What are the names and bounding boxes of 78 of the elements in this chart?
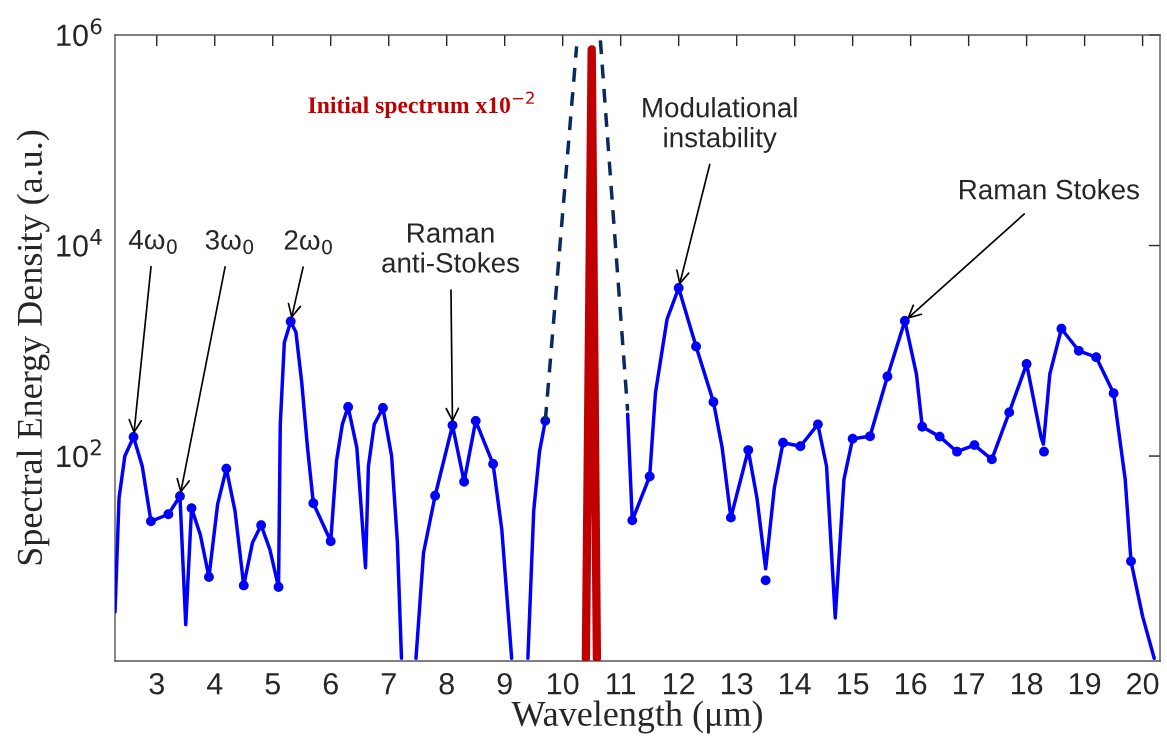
point bbox=[1091, 352, 1102, 363]
point bbox=[256, 520, 267, 531]
point bbox=[325, 536, 336, 547]
point bbox=[847, 433, 858, 444]
point bbox=[163, 509, 174, 520]
y-axis-title: Spectral Energy Density (a.u.) bbox=[16, 130, 50, 565]
x-tick-label: 16 bbox=[895, 672, 927, 695]
point bbox=[1073, 345, 1084, 356]
point bbox=[778, 437, 788, 448]
point bbox=[673, 283, 684, 293]
point bbox=[308, 498, 319, 509]
annotation: 4ω$_{0}$ bbox=[128, 229, 177, 254]
point bbox=[644, 471, 655, 482]
point bbox=[795, 441, 806, 452]
x-axis-title: Wavelength (μm) bbox=[511, 700, 762, 734]
annotation: Raman anti-Stokes bbox=[382, 223, 519, 273]
point bbox=[186, 503, 197, 514]
point bbox=[221, 463, 232, 474]
point bbox=[378, 403, 388, 413]
point bbox=[1004, 407, 1015, 418]
point bbox=[708, 397, 719, 407]
text: Initial spectrum x10$^{−2}$ bbox=[308, 91, 534, 118]
x-tick-label: 8 bbox=[439, 672, 454, 695]
point bbox=[1039, 446, 1049, 457]
point bbox=[459, 476, 470, 487]
x-tick-label: 10 bbox=[548, 672, 579, 695]
point bbox=[1021, 359, 1032, 369]
x-tick-label: 20 bbox=[1127, 672, 1159, 695]
point bbox=[146, 516, 156, 527]
point bbox=[1108, 388, 1119, 399]
point bbox=[1056, 323, 1067, 334]
point bbox=[760, 575, 771, 586]
annotation: Modulational instability bbox=[643, 97, 797, 153]
point bbox=[899, 316, 910, 326]
point bbox=[488, 459, 499, 469]
x-tick-label: 19 bbox=[1069, 672, 1101, 695]
point bbox=[917, 421, 928, 432]
point bbox=[273, 582, 284, 592]
x-tick-label: 14 bbox=[779, 673, 811, 695]
point bbox=[1126, 556, 1136, 567]
x-tick-label: 4 bbox=[206, 673, 223, 695]
x-tick-label: 6 bbox=[323, 672, 338, 695]
point bbox=[969, 440, 980, 451]
point bbox=[343, 402, 354, 412]
point bbox=[447, 420, 458, 431]
annotation: 2ω$_{0}$ bbox=[284, 230, 332, 255]
annotation: Raman Stokes bbox=[960, 179, 1139, 200]
y-tick-label: 10$^{2}$ bbox=[57, 439, 101, 468]
point bbox=[865, 431, 875, 442]
point bbox=[986, 454, 997, 465]
x-tick-label: 13 bbox=[722, 672, 753, 695]
x-tick-label: 15 bbox=[837, 673, 869, 695]
point bbox=[691, 341, 701, 352]
x-tick-label: 18 bbox=[1011, 672, 1043, 695]
point bbox=[934, 431, 945, 442]
point bbox=[175, 491, 185, 502]
x-tick-label: 3 bbox=[149, 672, 164, 695]
point bbox=[128, 432, 139, 442]
point bbox=[812, 419, 823, 430]
annotation: 3ω$_{0}$ bbox=[205, 230, 254, 255]
y-tick-label: 10$^{6}$ bbox=[57, 18, 102, 47]
y-tick-label: 10$^{4}$ bbox=[57, 229, 102, 257]
point bbox=[204, 572, 214, 582]
point bbox=[430, 490, 441, 501]
point bbox=[952, 446, 962, 457]
point bbox=[470, 415, 481, 426]
point bbox=[238, 580, 249, 591]
x-tick-label: 12 bbox=[664, 672, 695, 695]
point bbox=[882, 371, 893, 382]
x-tick-label: 7 bbox=[381, 673, 396, 695]
point bbox=[627, 515, 638, 526]
x-tick-label: 9 bbox=[497, 672, 512, 695]
x-tick-label: 11 bbox=[607, 673, 636, 695]
point bbox=[743, 445, 754, 455]
x-tick-label: 5 bbox=[265, 673, 280, 695]
point bbox=[285, 316, 296, 327]
x-tick-label: 17 bbox=[953, 673, 985, 695]
point bbox=[725, 512, 736, 523]
